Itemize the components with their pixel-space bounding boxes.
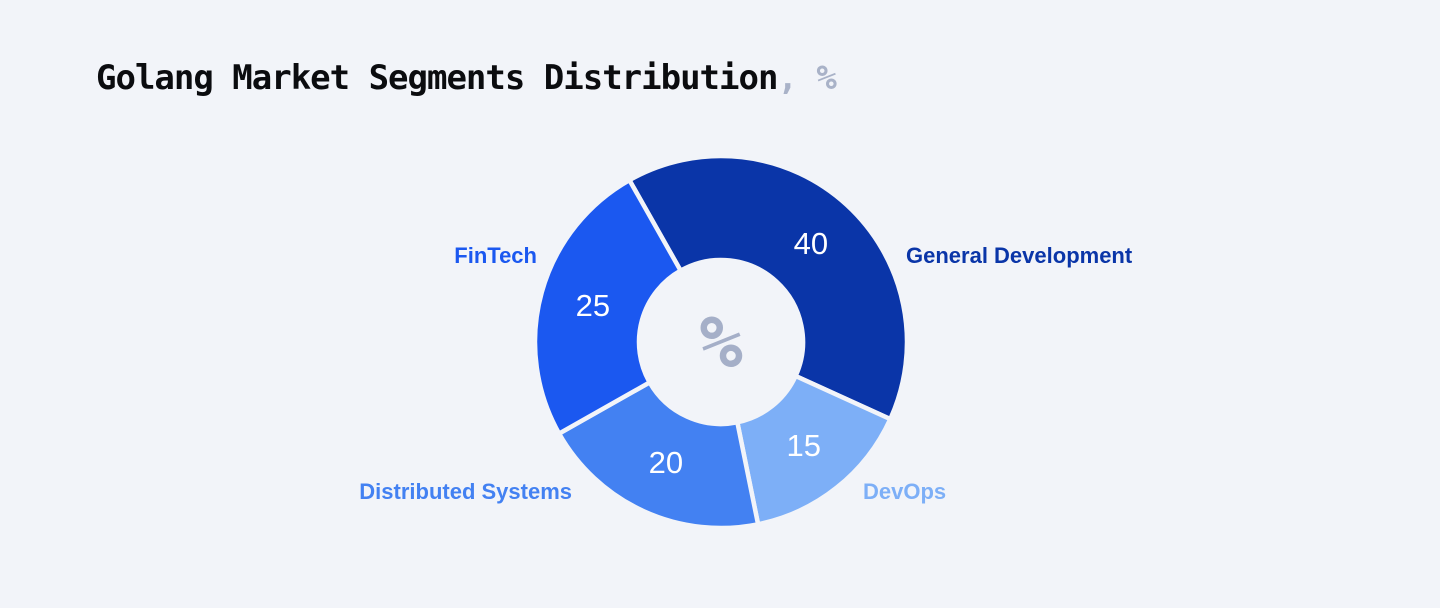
segment-label-devops: DevOps	[863, 479, 947, 504]
slice-distributed-systems[interactable]	[556, 379, 761, 531]
slice-general-development[interactable]	[626, 153, 910, 423]
segment-label-fintech: FinTech	[454, 243, 537, 268]
chart-title: Golang Market Segments Distribution, %	[96, 58, 837, 98]
slice-devops[interactable]	[734, 373, 894, 527]
chart-title-unit: , %	[777, 58, 836, 98]
segment-label-distributed-systems: Distributed Systems	[359, 479, 572, 504]
chart-title-text: Golang Market Segments Distribution	[96, 58, 778, 98]
slice-fintech[interactable]	[532, 177, 684, 437]
segment-label-general-development: General Development	[906, 243, 1133, 268]
